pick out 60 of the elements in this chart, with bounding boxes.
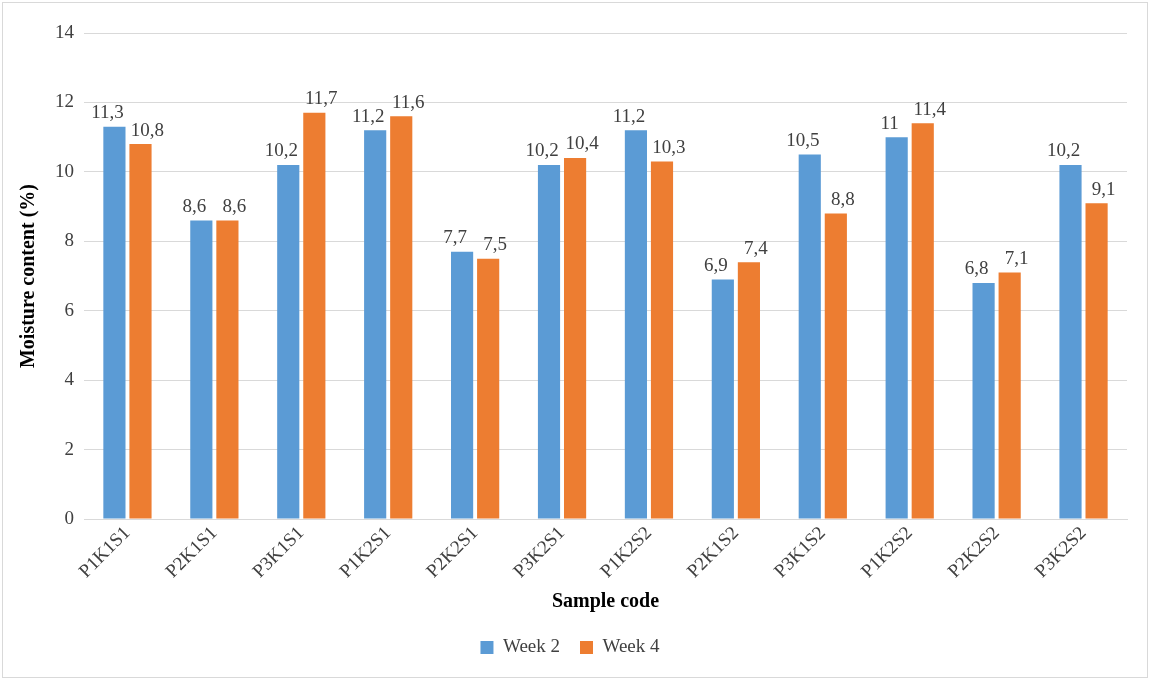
data-label: 10,2 bbox=[1046, 139, 1081, 161]
data-label: 7,5 bbox=[483, 233, 508, 255]
bar bbox=[364, 130, 387, 519]
legend-label: Week 2 bbox=[502, 635, 560, 657]
bar bbox=[624, 130, 647, 519]
x-axis-title: Sample code bbox=[551, 589, 660, 613]
bar bbox=[477, 258, 500, 519]
data-label: 11,7 bbox=[305, 87, 338, 109]
bar bbox=[190, 220, 213, 519]
bar bbox=[737, 262, 760, 519]
data-label: 9,1 bbox=[1091, 177, 1116, 199]
y-tick-label: 10 bbox=[55, 159, 74, 181]
data-label: 11,4 bbox=[913, 97, 947, 119]
data-label: 10,8 bbox=[130, 118, 165, 140]
bar bbox=[1085, 203, 1108, 519]
bar bbox=[824, 213, 847, 519]
bar bbox=[129, 144, 152, 519]
data-label: 11,6 bbox=[391, 90, 425, 112]
data-label: 8,6 bbox=[182, 194, 207, 216]
data-label: 7,1 bbox=[1004, 247, 1029, 269]
bar bbox=[1059, 164, 1082, 519]
bar bbox=[711, 279, 734, 519]
bar bbox=[277, 164, 300, 519]
data-label: 6,9 bbox=[703, 254, 728, 275]
data-label: 10,4 bbox=[565, 132, 600, 154]
y-tick-label: 0 bbox=[64, 507, 74, 529]
bar bbox=[798, 154, 821, 519]
data-label: 8,6 bbox=[222, 194, 247, 216]
y-axis-title: Moisture content (%) bbox=[16, 184, 40, 369]
data-label: 10,2 bbox=[525, 139, 559, 161]
bar bbox=[103, 126, 126, 519]
bar bbox=[451, 251, 474, 519]
data-label: 11 bbox=[880, 111, 899, 133]
y-tick-label: 4 bbox=[64, 368, 75, 390]
y-tick-label: 8 bbox=[64, 229, 74, 251]
y-tick-label: 14 bbox=[55, 20, 75, 42]
data-label: 10,3 bbox=[652, 135, 686, 157]
data-label: 6,8 bbox=[964, 257, 989, 279]
bar bbox=[998, 272, 1021, 519]
data-label: 7,4 bbox=[744, 236, 769, 258]
bar bbox=[564, 157, 587, 519]
data-label: 11,2 bbox=[351, 104, 385, 126]
data-label: 8,8 bbox=[830, 188, 855, 210]
bar bbox=[972, 282, 995, 519]
bar bbox=[216, 220, 239, 519]
bar bbox=[885, 137, 908, 519]
data-label: 7,7 bbox=[443, 226, 467, 248]
legend-label: Week 4 bbox=[602, 635, 661, 657]
data-label: 11,2 bbox=[612, 104, 646, 126]
y-tick-label: 12 bbox=[55, 90, 74, 112]
data-label: 11,3 bbox=[91, 101, 124, 123]
bar bbox=[537, 164, 561, 519]
bar bbox=[390, 116, 413, 519]
y-tick-label: 2 bbox=[64, 437, 74, 459]
data-label: 10,2 bbox=[264, 139, 298, 161]
bar bbox=[911, 123, 934, 519]
bar bbox=[650, 161, 674, 519]
data-label: 10,5 bbox=[786, 129, 820, 150]
y-tick-label: 6 bbox=[64, 298, 74, 320]
bar bbox=[303, 112, 326, 519]
